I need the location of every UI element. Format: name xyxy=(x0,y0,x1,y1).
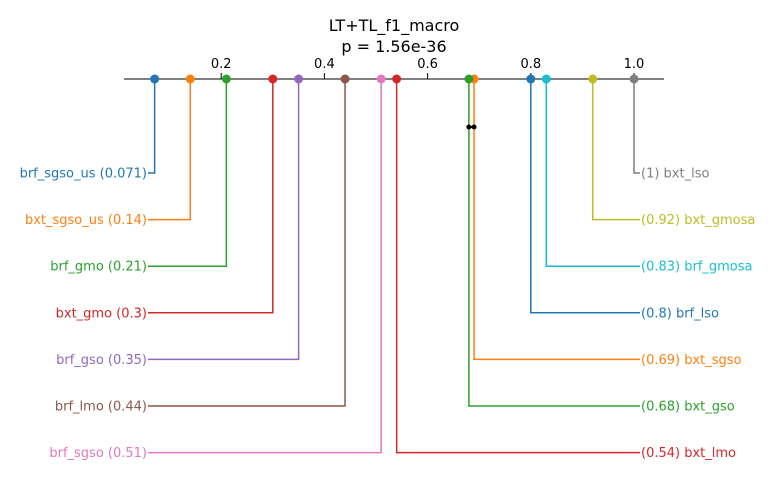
marker-bxt_gmo xyxy=(268,74,278,84)
label-brf_gmosa: (0.83) brf_gmosa xyxy=(641,260,753,275)
connector-bxt_gmo xyxy=(148,79,274,314)
tick-label: 1.0 xyxy=(624,57,645,72)
marker-brf_sgso_us xyxy=(150,74,160,84)
marker-brf_lmo xyxy=(340,74,350,84)
marker-bxt_lso xyxy=(629,74,639,84)
connector-bxt_gso xyxy=(468,79,640,407)
clique-bars xyxy=(466,124,477,130)
label-brf_gso: brf_gso (0.35) xyxy=(56,353,147,368)
connector-bxt_sgso xyxy=(473,79,640,361)
connector-brf_lso xyxy=(530,79,640,314)
marker-bxt_gmosa xyxy=(588,74,598,84)
chart-title: LT+TL_f1_macro xyxy=(329,16,460,36)
connector-bxt_sgso_us xyxy=(148,79,191,221)
connector-brf_gso xyxy=(148,79,300,361)
label-brf_lmo: brf_lmo (0.44) xyxy=(55,400,147,415)
marker-brf_lso xyxy=(526,74,536,84)
label-bxt_sgso_us: bxt_sgso_us (0.14) xyxy=(25,213,147,228)
marker-bxt_sgso_us xyxy=(185,74,195,84)
axis-ticks: 0.2 0.4 0.6 0.8 1.0 xyxy=(211,57,644,79)
tick-label: 0.4 xyxy=(314,57,335,72)
connector-bxt_lso xyxy=(633,79,640,174)
clique-end-right xyxy=(471,124,477,130)
marker-brf_sgso xyxy=(376,74,386,84)
item-connectors xyxy=(148,79,640,454)
connector-brf_gmosa xyxy=(545,79,640,267)
tick-label: 0.6 xyxy=(417,57,438,72)
item-labels: brf_sgso_us (0.071) bxt_sgso_us (0.14) brf… xyxy=(20,167,756,462)
connector-brf_sgso xyxy=(148,79,382,454)
clique-end-left xyxy=(466,124,472,130)
connector-brf_gmo xyxy=(148,79,228,267)
label-brf_sgso: brf_sgso (0.51) xyxy=(49,446,147,461)
label-bxt_sgso: (0.69) bxt_sgso xyxy=(641,353,742,368)
marker-brf_gmo xyxy=(221,74,231,84)
label-brf_lso: (0.8) brf_lso xyxy=(641,306,719,321)
label-brf_sgso_us: brf_sgso_us (0.071) xyxy=(20,167,147,182)
label-bxt_gmosa: (0.92) bxt_gmosa xyxy=(641,213,755,228)
label-bxt_gso: (0.68) bxt_gso xyxy=(641,400,735,415)
label-bxt_lso: (1) bxt_lso xyxy=(641,167,709,182)
label-bxt_gmo: bxt_gmo (0.3) xyxy=(56,306,147,321)
label-bxt_lmo: (0.54) bxt_lmo xyxy=(641,446,736,461)
marker-brf_gmosa xyxy=(541,74,551,84)
connector-bxt_gmosa xyxy=(591,79,640,221)
marker-bxt_gso xyxy=(464,74,474,84)
connector-bxt_lmo xyxy=(395,79,640,454)
tick-label: 0.8 xyxy=(520,57,541,72)
tick-label: 0.2 xyxy=(211,57,232,72)
label-brf_gmo: brf_gmo (0.21) xyxy=(50,260,147,275)
item-markers xyxy=(150,74,639,84)
marker-bxt_lmo xyxy=(392,74,402,84)
marker-brf_gso xyxy=(294,74,304,84)
chart-subtitle: p = 1.56e-36 xyxy=(341,37,446,56)
connector-brf_sgso_us xyxy=(148,79,156,174)
connector-brf_lmo xyxy=(148,79,346,407)
